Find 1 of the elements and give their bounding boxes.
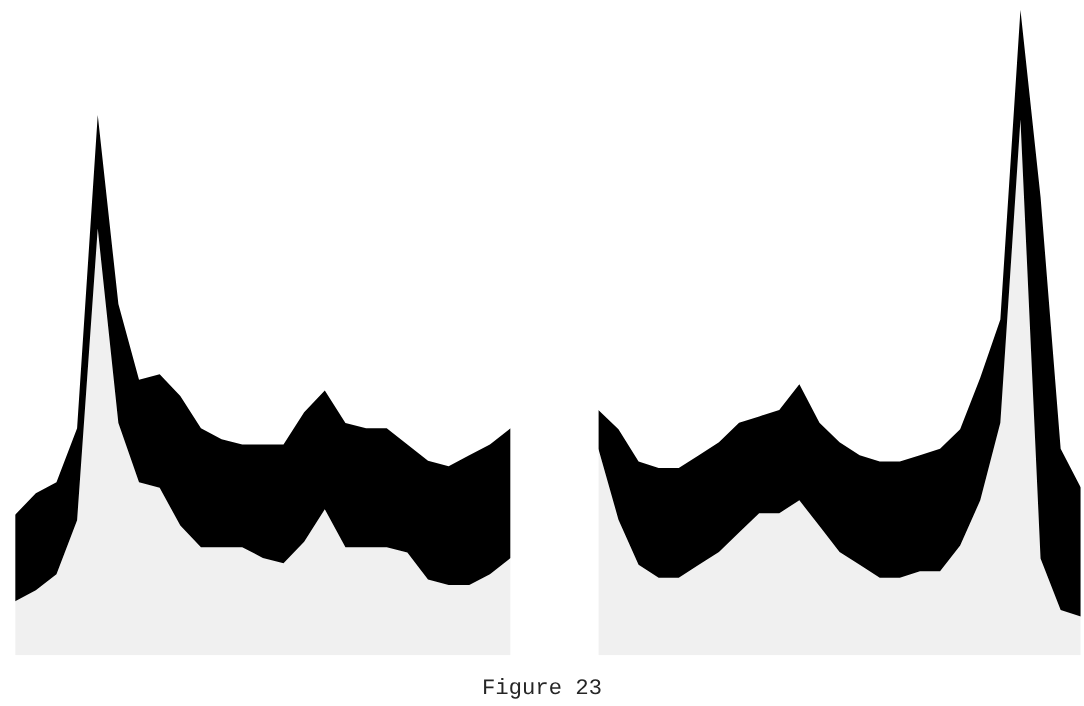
caption: Figure 23 [484, 677, 601, 699]
